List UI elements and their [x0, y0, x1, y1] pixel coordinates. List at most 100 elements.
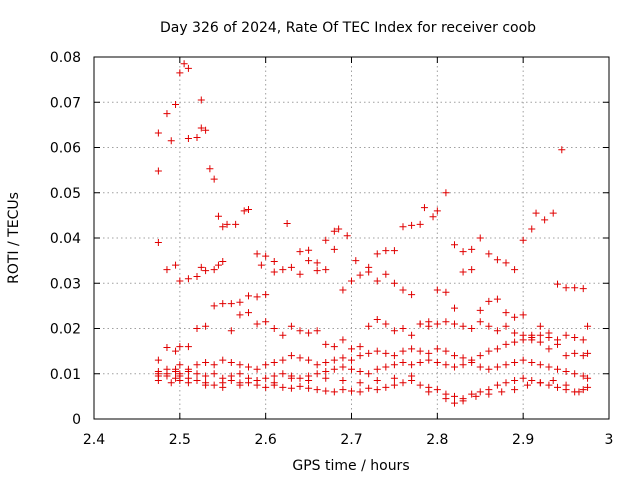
data-point-marker: [532, 209, 540, 217]
data-point-marker: [365, 384, 373, 392]
data-point-marker: [163, 344, 171, 352]
data-point-marker: [549, 209, 557, 217]
data-point-marker: [219, 300, 227, 308]
data-point-marker: [227, 300, 235, 308]
data-point-marker: [172, 365, 180, 373]
data-point-marker: [433, 358, 441, 366]
data-point-marker: [348, 277, 355, 285]
data-point-marker: [330, 388, 338, 396]
data-point-marker: [584, 349, 592, 357]
data-point-marker: [202, 372, 210, 380]
data-point-marker: [390, 247, 398, 255]
data-point-marker: [356, 367, 364, 375]
data-point-marker: [339, 354, 347, 362]
data-point-marker: [476, 306, 484, 314]
data-point-marker: [541, 216, 549, 224]
data-point-marker: [184, 379, 192, 387]
data-point-marker: [356, 388, 364, 396]
data-point-marker: [163, 110, 171, 118]
x-tick-label: 2.4: [83, 432, 105, 448]
data-point-marker: [227, 377, 235, 385]
data-point-marker: [399, 286, 407, 294]
y-tick-label: 0.05: [50, 186, 81, 202]
data-point-marker: [227, 358, 235, 366]
data-point-marker: [219, 383, 227, 391]
data-point-marker: [373, 277, 381, 285]
data-point-marker: [382, 247, 390, 255]
data-point-marker: [167, 379, 175, 387]
data-point-marker: [279, 331, 287, 339]
data-point-marker: [339, 336, 347, 344]
data-point-marker: [558, 146, 566, 154]
data-point-marker: [210, 370, 218, 378]
data-point-marker: [283, 220, 291, 228]
data-point-marker: [210, 175, 218, 183]
data-point-marker: [163, 372, 171, 380]
data-point-marker: [373, 386, 381, 394]
data-point-marker: [485, 365, 493, 373]
data-point-marker: [236, 370, 244, 378]
data-point-marker: [579, 372, 587, 380]
data-point-marker: [579, 336, 587, 344]
data-point-marker: [193, 272, 201, 280]
data-point-marker: [236, 361, 244, 369]
y-tick-label: 0: [72, 412, 81, 428]
data-point-marker: [365, 370, 373, 378]
data-point-marker: [433, 286, 441, 294]
data-point-marker: [202, 126, 210, 134]
data-point-marker: [262, 361, 270, 369]
data-point-marker: [245, 379, 252, 387]
data-point-marker: [528, 225, 536, 233]
data-point-marker: [184, 64, 192, 72]
data-point-marker: [202, 267, 210, 275]
data-point-marker: [279, 383, 287, 391]
data-point-marker: [373, 347, 381, 355]
data-point-marker: [236, 379, 244, 387]
data-point-marker: [502, 322, 510, 330]
data-point-marker: [253, 250, 261, 258]
data-point-marker: [373, 315, 381, 323]
y-axis-label: ROTI / TECUs: [6, 192, 22, 284]
data-point-marker: [420, 204, 428, 212]
data-point-marker: [176, 277, 184, 285]
data-point-marker: [223, 220, 231, 228]
data-point-marker: [442, 361, 450, 369]
data-point-marker: [584, 383, 592, 391]
data-point-marker: [236, 298, 244, 306]
data-point-marker: [210, 381, 218, 389]
data-point-marker: [485, 297, 493, 305]
data-point-marker: [528, 358, 536, 366]
data-point-marker: [519, 336, 527, 344]
data-point-marker: [197, 96, 205, 104]
data-point-marker: [442, 347, 450, 355]
data-point-marker: [425, 388, 433, 396]
data-point-marker: [245, 205, 252, 213]
data-point-marker: [313, 386, 321, 394]
data-point-marker: [184, 367, 192, 375]
data-point-marker: [468, 358, 476, 366]
data-point-marker: [154, 129, 162, 137]
data-point-marker: [322, 358, 330, 366]
data-point-marker: [519, 236, 527, 244]
data-point-marker: [154, 377, 162, 385]
data-point-marker: [511, 358, 519, 366]
data-point-marker: [584, 374, 592, 382]
data-point-marker: [305, 329, 313, 337]
data-point-marker: [554, 365, 561, 373]
data-point-marker: [451, 392, 458, 400]
data-point-marker: [202, 358, 210, 366]
data-point-marker: [339, 386, 347, 394]
data-point-marker: [502, 379, 510, 387]
data-point-marker: [348, 345, 355, 353]
data-point-marker: [193, 370, 201, 378]
data-point-marker: [545, 363, 553, 371]
data-point-marker: [172, 374, 180, 382]
data-point-marker: [202, 381, 210, 389]
data-point-marker: [493, 256, 501, 264]
data-point-marker: [176, 343, 184, 351]
data-point-marker: [511, 377, 519, 385]
data-point-marker: [408, 221, 416, 229]
data-point-marker: [562, 284, 570, 292]
data-point-marker: [399, 325, 407, 332]
data-point-marker: [245, 292, 252, 300]
